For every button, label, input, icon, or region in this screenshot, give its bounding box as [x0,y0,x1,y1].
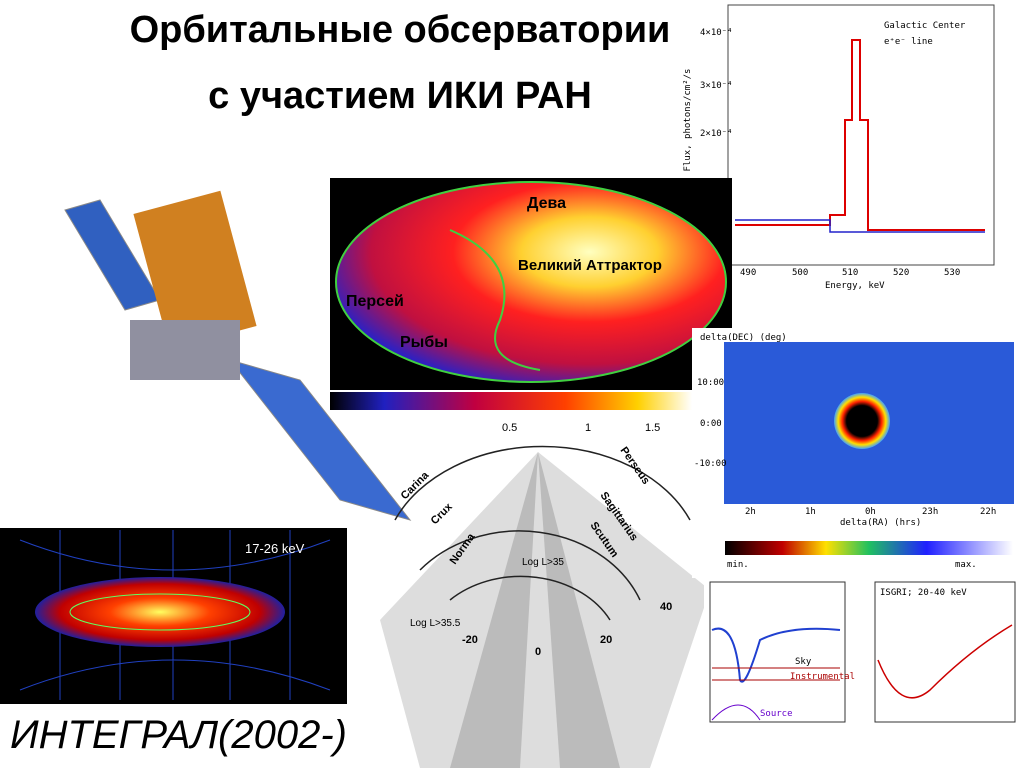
satellite-illustration [64,190,412,521]
curve-label: Sky [795,657,812,667]
map-label: Персей [346,293,404,310]
x-tick: 2h [745,507,756,517]
y-label: Flux, photons/cm²/s [683,69,693,172]
spectrum-panel: Galactic Center e⁺e⁻ line Flux, photons/… [683,4,995,291]
scale-label: max. [955,560,977,570]
y-tick: -10:00 [694,459,727,469]
scale-label: min. [727,560,749,570]
x-tick: 1h [805,507,816,517]
caption: ИНТЕГРАЛ(2002-) [10,713,347,757]
luminosity-label: Log L>35.5 [410,618,461,629]
axis-tick: 40 [660,601,672,613]
y-tick: 4×10⁻⁴ [700,28,733,38]
x-label: Energy, keV [825,281,885,291]
curve-label: ISGRI; 20-40 keV [880,588,967,598]
slide-title: с участием ИКИ РАН [208,75,592,117]
y-tick: 3×10⁻⁴ [700,81,733,91]
scale-tick: 1 [585,422,591,434]
source-image: delta(DEC) (deg) 10:00 0:00 -10:00 2h 1h… [692,328,1024,578]
spectrum-subtitle: e⁺e⁻ line [884,37,933,47]
x-label: delta(RA) (hrs) [840,518,921,528]
galaxy-image: 17-26 keV [0,528,347,704]
y-tick: 2×10⁻⁴ [700,129,733,139]
map-label: Рыбы [400,334,448,351]
map-label: Дева [527,195,566,212]
x-tick: 500 [792,268,808,278]
curve-label: Instrumental [790,672,855,682]
arm-label: Perseus [618,445,652,487]
scale-tick: 0.5 [502,422,517,434]
y-tick: 0:00 [700,419,722,429]
map-label: Великий Аттрактор [518,257,662,274]
x-tick: 520 [893,268,909,278]
spectrum-title: Galactic Center [884,21,966,31]
x-tick: 490 [740,268,756,278]
x-tick: 0h [865,507,876,517]
curve-label: Source [760,709,793,719]
galaxy-spiral: Carina Crux Norma Perseus Sagittarius Sc… [380,445,710,768]
sky-map: Дева Великий Аттрактор Персей Рыбы 0.5 1… [330,178,732,434]
x-tick: 23h [922,507,938,517]
x-tick: 510 [842,268,858,278]
slide-title: Орбитальные обсерватории [130,9,671,51]
axis-tick: -20 [462,634,478,646]
arm-label: Carina [399,469,432,502]
x-tick: 22h [980,507,996,517]
y-tick: 10:00 [697,378,724,388]
arm-label: Crux [429,500,456,527]
light-curves: Sky Instrumental Source ISGRI; 20-40 keV [704,578,1024,768]
x-tick: 530 [944,268,960,278]
y-label: delta(DEC) (deg) [700,333,787,343]
scale-tick: 1.5 [645,422,660,434]
energy-label: 17-26 keV [245,541,305,556]
luminosity-label: Log L>35 [522,557,564,568]
axis-tick: 20 [600,634,612,646]
axis-tick: 0 [535,646,541,658]
